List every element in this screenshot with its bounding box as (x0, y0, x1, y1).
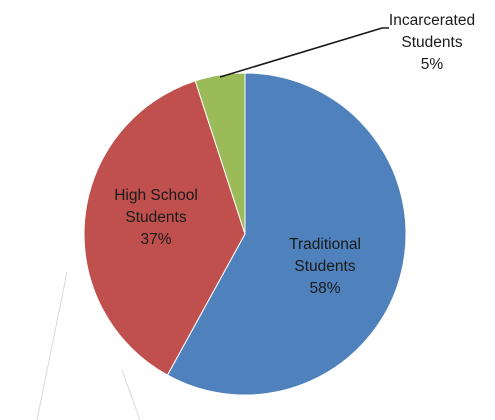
decorative-line-1 (36, 271, 68, 420)
pie-slice-traditional (166, 72, 407, 396)
data-label-traditional: Traditional Students 58% (289, 236, 361, 297)
leader-lines (219, 27, 389, 78)
data-label-line: Students (125, 209, 186, 226)
data-label-line: Students (294, 258, 355, 275)
slice-labels: Traditional Students 58% High School Student… (114, 12, 475, 297)
data-label-line: High School (114, 187, 198, 204)
decorative-lines (36, 271, 141, 420)
pie-slice-high-school (83, 80, 246, 376)
data-label-line: 37% (140, 231, 171, 248)
data-label-line: Incarcerated (389, 12, 475, 29)
data-label-incarcerated: Incarcerated Students 5% (389, 12, 475, 73)
pie-slice-incarcerated (194, 72, 246, 235)
leader-line-incarcerated (219, 27, 389, 78)
data-label-line: 5% (421, 56, 444, 73)
data-label-line: Students (401, 34, 462, 51)
data-label-line: Traditional (289, 236, 361, 253)
pie-slices (83, 72, 407, 396)
data-label-high-school: High School Students 37% (114, 187, 198, 248)
data-label-line: 58% (309, 280, 340, 297)
decorative-line-2 (121, 369, 141, 420)
